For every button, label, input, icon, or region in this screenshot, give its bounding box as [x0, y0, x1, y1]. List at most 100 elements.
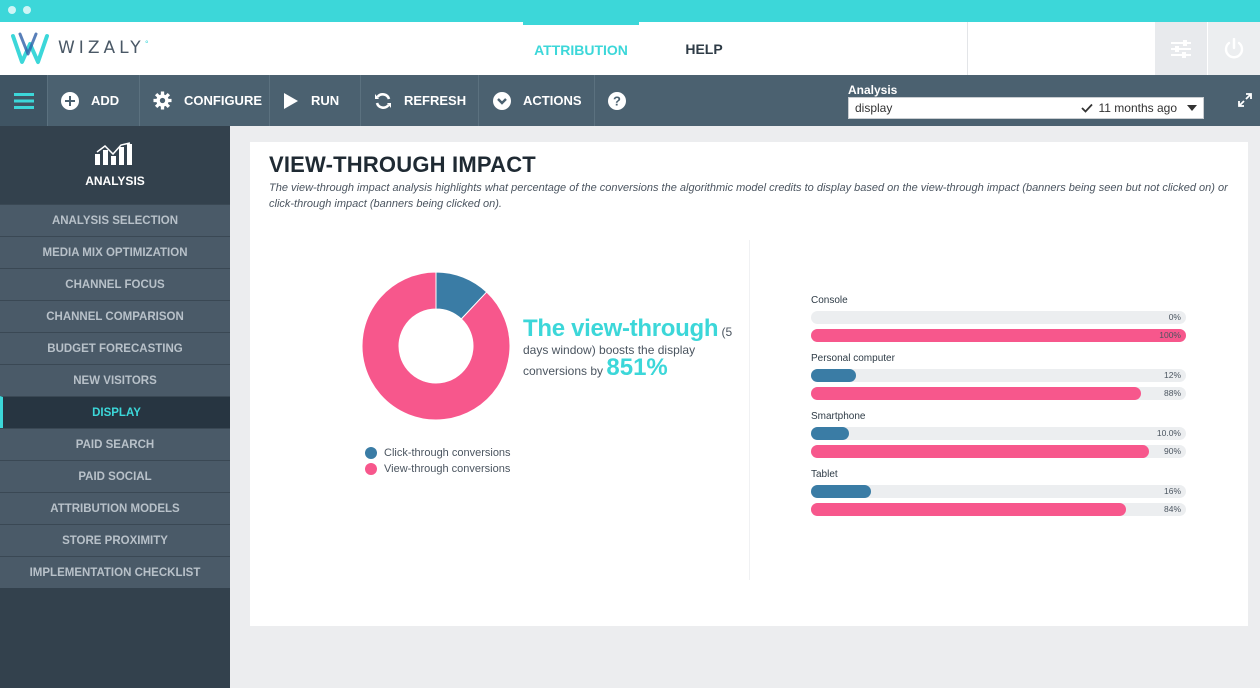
- hamburger-icon: [13, 92, 34, 109]
- question-circle-icon: ?: [608, 91, 626, 110]
- device-label: Personal computer: [811, 353, 895, 364]
- actions-button-label: ACTIONS: [523, 93, 582, 108]
- bar-fill: [811, 427, 849, 440]
- boost-text: (5 days window) boosts the display conve…: [523, 325, 733, 378]
- analysis-select-age: 11 months ago: [1098, 101, 1178, 115]
- window-dot-minimize[interactable]: [23, 6, 31, 14]
- check-icon: [1080, 103, 1093, 113]
- chevron-down-circle-icon: [493, 91, 511, 110]
- bar-track: 100%: [811, 329, 1186, 342]
- boost-value: 851%: [606, 354, 668, 381]
- run-button-label: RUN: [311, 93, 340, 108]
- svg-text:?: ?: [613, 93, 621, 108]
- refresh-button-label: REFRESH: [404, 93, 467, 108]
- power-icon: [1224, 37, 1244, 58]
- sidebar: ANALYSIS ANALYSIS SELECTION MEDIA MIX OPT…: [0, 126, 230, 688]
- sidebar-item-media-mix-optimization[interactable]: MEDIA MIX OPTIMIZATION: [0, 236, 230, 268]
- panel-divider: [749, 240, 750, 580]
- sidebar-item-new-visitors[interactable]: NEW VISITORS: [0, 364, 230, 396]
- sidebar-item-display[interactable]: DISPLAY: [0, 396, 230, 428]
- legend-swatch: [365, 463, 377, 475]
- help-button[interactable]: ?: [596, 75, 638, 126]
- boost-summary: The view-through (5 days window) boosts …: [523, 317, 751, 381]
- bar-value-label: 100%: [1159, 330, 1181, 340]
- sidebar-item-budget-forecasting[interactable]: BUDGET FORECASTING: [0, 332, 230, 364]
- sidebar-item-channel-focus[interactable]: CHANNEL FOCUS: [0, 268, 230, 300]
- brand-logo[interactable]: WIZALY°: [10, 28, 149, 68]
- device-label: Console: [811, 295, 848, 306]
- sidebar-section-title: ANALYSIS: [85, 174, 145, 188]
- sliders-icon: [1171, 39, 1191, 58]
- add-button[interactable]: ADD: [49, 75, 140, 126]
- play-icon: [283, 92, 299, 110]
- menu-toggle-button[interactable]: [0, 75, 48, 126]
- expand-icon[interactable]: [1238, 93, 1252, 107]
- bar-fill: [811, 485, 871, 498]
- sidebar-item-paid-search[interactable]: PAID SEARCH: [0, 428, 230, 460]
- nav-help[interactable]: HELP: [685, 40, 723, 57]
- bar-fill: [811, 387, 1141, 400]
- sidebar-item-attribution-models[interactable]: ATTRIBUTION MODELS: [0, 492, 230, 524]
- analysis-select-value: display: [855, 101, 893, 115]
- top-header: WIZALY° ATTRIBUTION HELP: [0, 22, 1260, 75]
- window-titlebar: [0, 0, 1260, 22]
- bar-value-label: 90%: [1163, 446, 1181, 456]
- device-label: Smartphone: [811, 411, 866, 422]
- device-label: Tablet: [811, 469, 838, 480]
- legend-item-view-through: View-through conversions: [365, 463, 510, 475]
- analysis-chart-icon: [95, 142, 132, 165]
- content-panel: VIEW-THROUGH IMPACT The view-through imp…: [250, 142, 1248, 626]
- bar-value-label: 88%: [1163, 388, 1181, 398]
- sidebar-item-channel-comparison[interactable]: CHANNEL COMPARISON: [0, 300, 230, 332]
- toolbar: ADD CONFIGURE RUN REFRESH ACTIONS: [0, 75, 1260, 126]
- bar-track: 12%: [811, 369, 1186, 382]
- configure-button-label: CONFIGURE: [184, 93, 262, 108]
- sidebar-item-implementation-checklist[interactable]: IMPLEMENTATION CHECKLIST: [0, 556, 230, 588]
- analysis-select[interactable]: display 11 months ago: [848, 97, 1204, 119]
- logout-button[interactable]: [1208, 22, 1260, 75]
- boost-headline: The view-through: [523, 315, 719, 342]
- bar-track: 84%: [811, 503, 1186, 516]
- bar-fill: [811, 503, 1126, 516]
- bar-track: 16%: [811, 485, 1186, 498]
- caret-down-icon: [1187, 105, 1197, 111]
- header-divider: [967, 22, 968, 75]
- bar-fill: [811, 369, 856, 382]
- run-button[interactable]: RUN: [271, 75, 361, 126]
- bar-value-label: 84%: [1163, 504, 1181, 514]
- conversion-donut-chart: [362, 272, 510, 420]
- refresh-icon: [374, 92, 392, 110]
- analysis-picker: Analysis display 11 months ago: [848, 83, 1204, 119]
- bar-value-label: 16%: [1163, 486, 1181, 496]
- bar-track: 90%: [811, 445, 1186, 458]
- page-title: VIEW-THROUGH IMPACT: [269, 152, 536, 177]
- bar-track: 0%: [811, 311, 1186, 324]
- sidebar-item-analysis-selection[interactable]: ANALYSIS SELECTION: [0, 204, 230, 236]
- app-window: WIZALY° ATTRIBUTION HELP: [0, 22, 1260, 688]
- brand-name: WIZALY°: [58, 38, 149, 58]
- bar-track: 10.0%: [811, 427, 1186, 440]
- legend-label: Click-through conversions: [384, 447, 511, 459]
- configure-button[interactable]: CONFIGURE: [141, 75, 270, 126]
- sidebar-item-store-proximity[interactable]: STORE PROXIMITY: [0, 524, 230, 556]
- bar-track: 88%: [811, 387, 1186, 400]
- analysis-label: Analysis: [848, 83, 898, 97]
- page-description: The view-through impact analysis highlig…: [269, 182, 1228, 210]
- sidebar-header: ANALYSIS: [0, 126, 230, 204]
- gear-icon: [153, 91, 172, 110]
- bar-value-label: 12%: [1163, 370, 1181, 380]
- legend-label: View-through conversions: [384, 463, 511, 475]
- nav-attribution[interactable]: ATTRIBUTION: [523, 22, 639, 75]
- settings-button[interactable]: [1155, 22, 1207, 75]
- bar-value-label: 0%: [1168, 312, 1181, 322]
- refresh-button[interactable]: REFRESH: [362, 75, 479, 126]
- actions-button[interactable]: ACTIONS: [480, 75, 595, 126]
- donut-slice-view-through[interactable]: [362, 272, 510, 420]
- legend-swatch: [365, 447, 377, 459]
- bar-fill: [811, 445, 1149, 458]
- legend-item-click-through: Click-through conversions: [365, 447, 511, 459]
- wizaly-logo-icon: [11, 32, 49, 64]
- window-dot-close[interactable]: [8, 6, 16, 14]
- add-button-label: ADD: [91, 93, 120, 108]
- sidebar-item-paid-social[interactable]: PAID SOCIAL: [0, 460, 230, 492]
